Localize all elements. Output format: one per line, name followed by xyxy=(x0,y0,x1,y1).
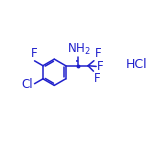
Text: HCl: HCl xyxy=(126,59,148,71)
Text: NH$_2$: NH$_2$ xyxy=(67,41,90,57)
Text: •: • xyxy=(75,59,79,65)
Text: Cl: Cl xyxy=(22,78,33,91)
Text: F: F xyxy=(95,47,101,60)
Text: F: F xyxy=(94,72,101,85)
Text: F: F xyxy=(97,60,103,73)
Text: F: F xyxy=(31,47,37,60)
